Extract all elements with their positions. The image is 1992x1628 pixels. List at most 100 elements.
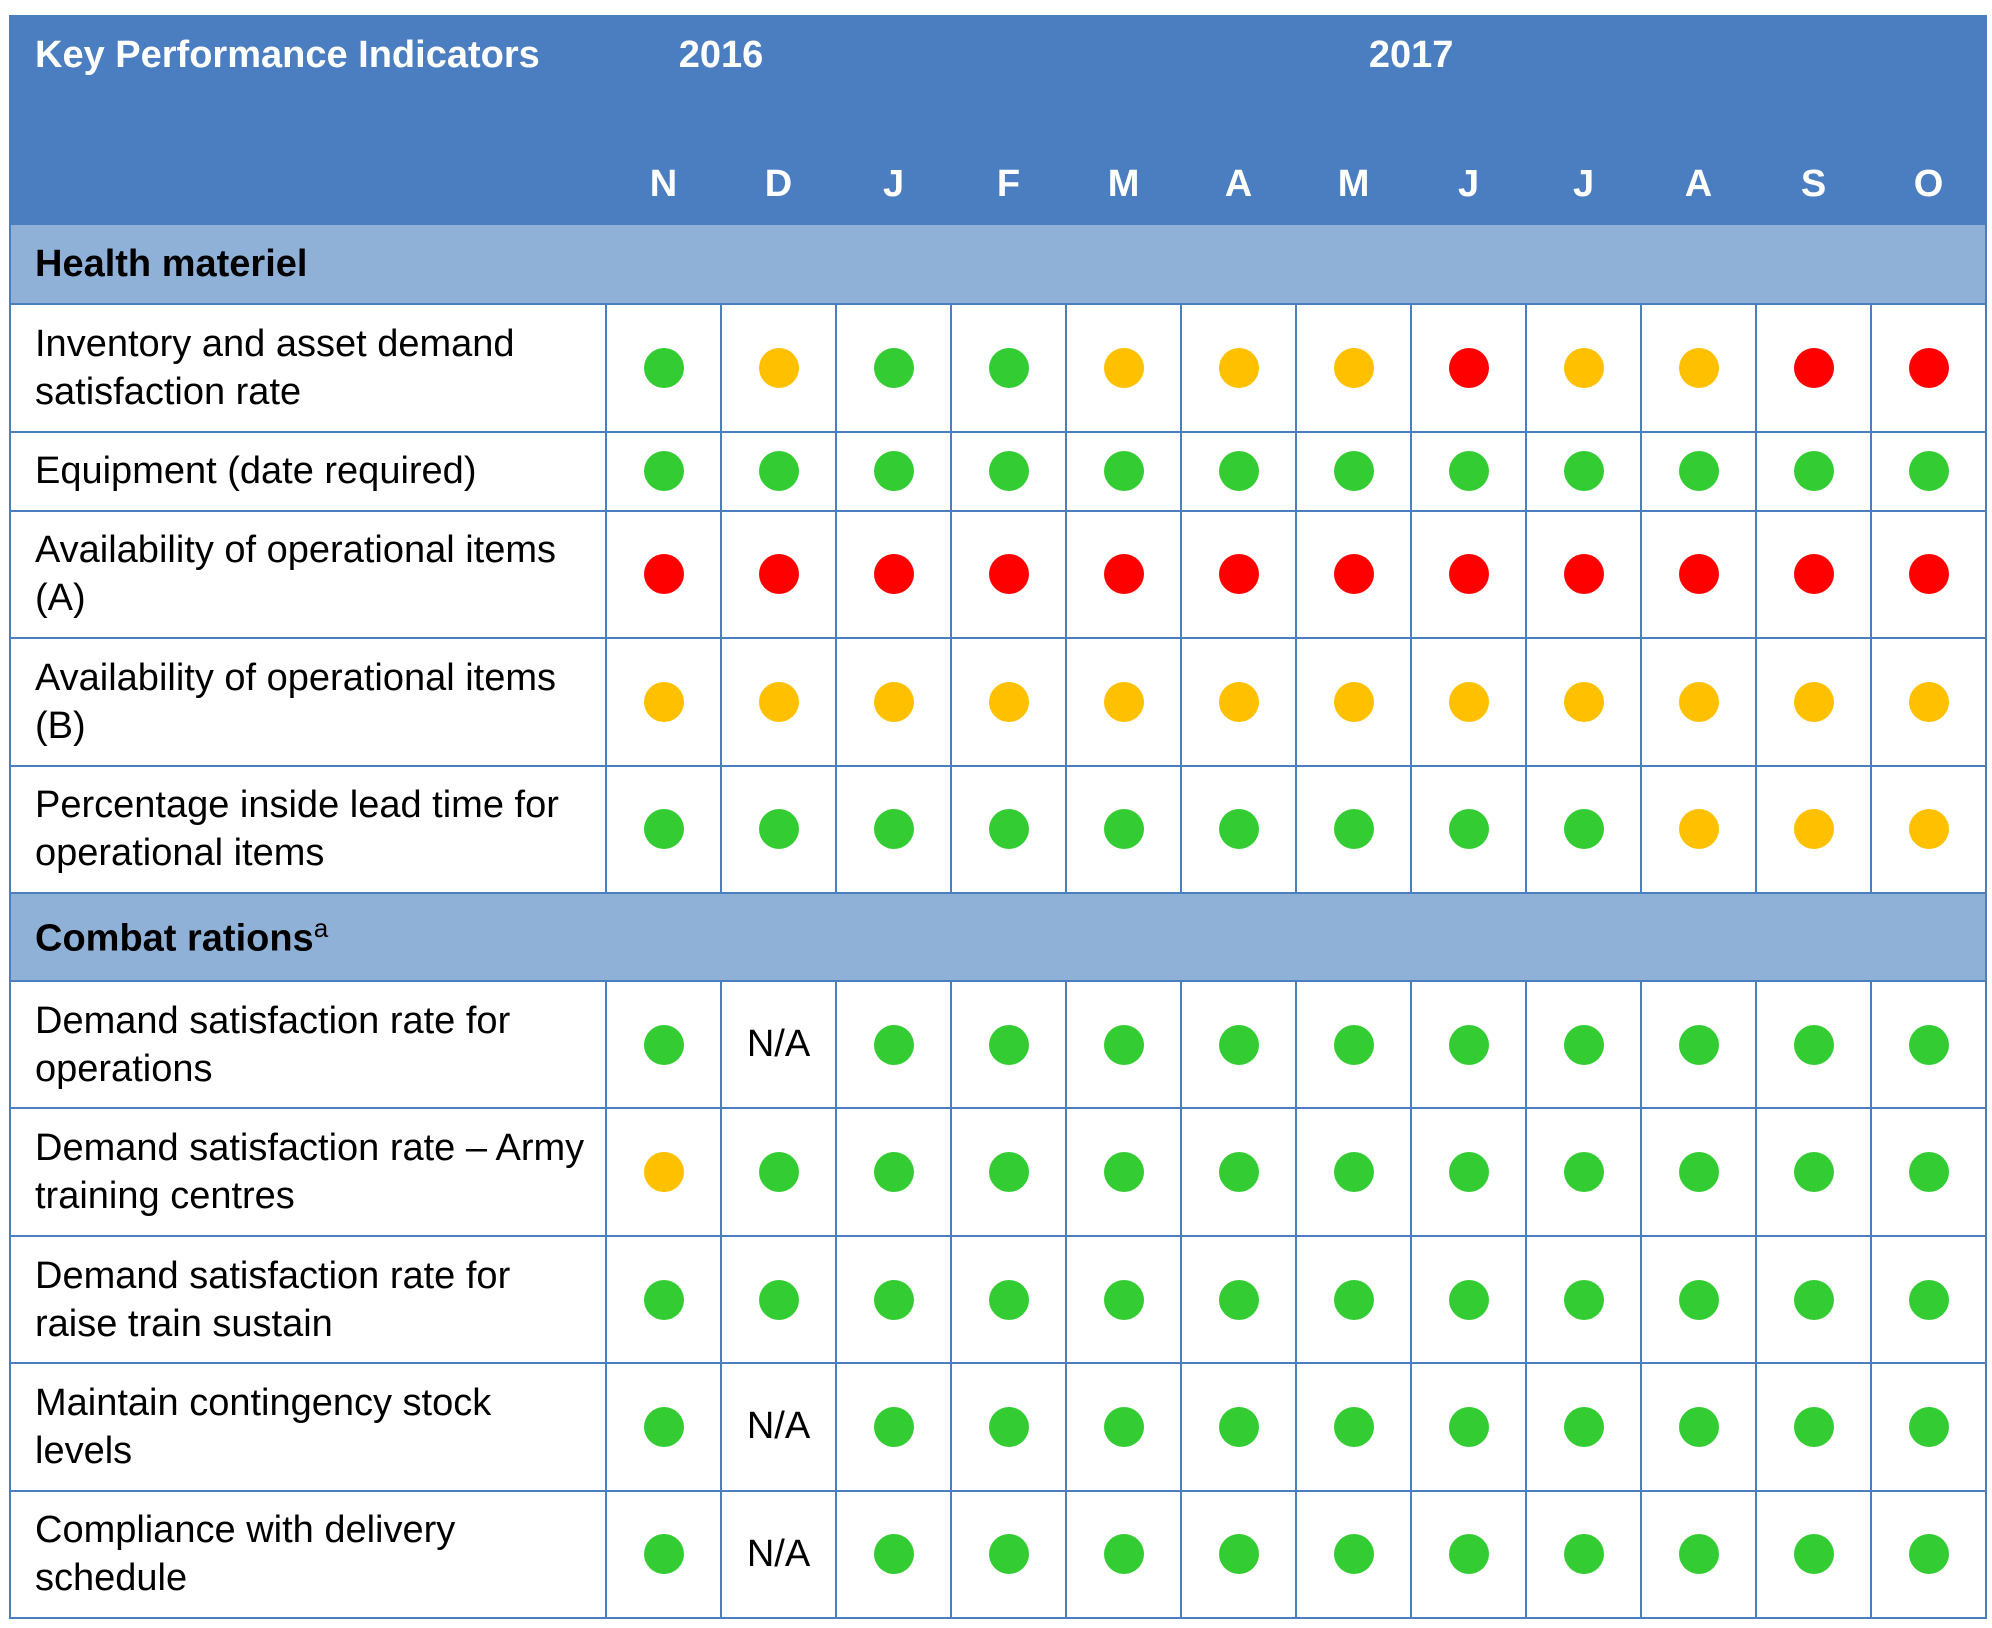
not-applicable-text: N/A (746, 1532, 811, 1575)
green-status-dot-icon (988, 1534, 1029, 1575)
status-cell (719, 1234, 838, 1365)
green-status-dot-icon (643, 451, 684, 492)
status-cell (835, 637, 953, 767)
green-status-dot-icon (988, 347, 1029, 388)
status-cell (950, 303, 1068, 433)
green-status-dot-icon (1908, 1152, 1949, 1193)
green-status-dot-icon (1448, 809, 1489, 850)
status-cell (1180, 303, 1298, 433)
status-cell (1525, 1107, 1643, 1237)
status-cell (1870, 509, 1988, 640)
status-cell (1525, 980, 1643, 1110)
status-cell (835, 303, 953, 433)
kpi-label: Compliance with delivery schedule (9, 1489, 607, 1620)
section-title-cell: Combat rationsa (8, 891, 1988, 983)
status-cell (1525, 1489, 1643, 1620)
red-status-dot-icon (873, 554, 914, 595)
status-cell (1755, 1234, 1873, 1365)
kpi-label: Demand satisfaction rate for raise train… (9, 1234, 607, 1365)
green-status-dot-icon (1333, 809, 1374, 850)
kpi-label: Availability of operational items (A) (9, 509, 607, 640)
status-cell (1065, 430, 1183, 512)
status-cell (1755, 1489, 1873, 1620)
red-status-dot-icon (1793, 347, 1834, 388)
status-cell (950, 1489, 1068, 1620)
status-cell (1180, 764, 1298, 894)
green-status-dot-icon (1908, 1406, 1949, 1447)
status-cell (1410, 1489, 1528, 1620)
status-cell (605, 430, 722, 512)
status-cell (1525, 637, 1643, 767)
green-status-dot-icon (1218, 451, 1259, 492)
amber-status-dot-icon (1218, 681, 1259, 722)
status-cell (605, 1489, 722, 1620)
status-cell (605, 1234, 722, 1365)
status-cell (719, 430, 838, 512)
not-applicable-text: N/A (746, 1405, 811, 1448)
green-status-dot-icon (1563, 1152, 1604, 1193)
status-cell (1065, 1362, 1183, 1492)
status-cell (1065, 1107, 1183, 1237)
green-status-dot-icon (1793, 451, 1834, 492)
status-cell (950, 764, 1068, 894)
amber-status-dot-icon (1563, 681, 1604, 722)
table-row: Inventory and asset demand satisfaction … (9, 303, 1988, 433)
status-cell (1295, 637, 1413, 767)
status-cell (719, 509, 838, 640)
status-cell (1065, 764, 1183, 894)
amber-status-dot-icon (758, 681, 799, 722)
section-title-cell: Health materiel (8, 222, 1988, 306)
status-cell (1295, 1362, 1413, 1492)
status-cell (1410, 637, 1528, 767)
month-header-blank (9, 143, 607, 225)
green-status-dot-icon (643, 1024, 684, 1065)
green-status-dot-icon (1678, 1279, 1719, 1320)
status-cell (605, 980, 722, 1110)
table-row: Compliance with delivery schedule N/A (9, 1489, 1988, 1620)
status-cell (605, 509, 722, 640)
status-cell (1755, 303, 1873, 433)
month-header: J (1525, 143, 1643, 225)
kpi-label: Availability of operational items (B) (9, 637, 607, 767)
status-cell (1065, 980, 1183, 1110)
green-status-dot-icon (1333, 1406, 1374, 1447)
green-status-dot-icon (1563, 1279, 1604, 1320)
status-cell (1180, 1107, 1298, 1237)
status-cell (1755, 764, 1873, 894)
status-cell (1755, 980, 1873, 1110)
status-cell (1065, 637, 1183, 767)
green-status-dot-icon (1103, 1152, 1144, 1193)
green-status-dot-icon (1333, 1024, 1374, 1065)
year-header-2016: 2016 (604, 15, 838, 145)
green-status-dot-icon (873, 1152, 914, 1193)
amber-status-dot-icon (1678, 347, 1719, 388)
month-header: N (605, 143, 722, 225)
table-row: Maintain contingency stock levels N/A (9, 1362, 1988, 1492)
green-status-dot-icon (1563, 451, 1604, 492)
table-row: Demand satisfaction rate for operations N… (9, 980, 1988, 1110)
month-header: M (1065, 143, 1183, 225)
status-cell (1180, 509, 1298, 640)
month-header: J (1410, 143, 1528, 225)
green-status-dot-icon (1908, 1279, 1949, 1320)
month-header: A (1180, 143, 1298, 225)
green-status-dot-icon (1563, 1406, 1604, 1447)
year-header-2017: 2017 (835, 15, 1988, 145)
green-status-dot-icon (873, 347, 914, 388)
status-cell (950, 1234, 1068, 1365)
status-cell (605, 1107, 722, 1237)
status-cell (1640, 637, 1758, 767)
status-cell (1640, 430, 1758, 512)
section-header-row: Combat rationsa (8, 891, 1988, 983)
status-cell (719, 637, 838, 767)
status-cell (1410, 1107, 1528, 1237)
kpi-label: Demand satisfaction rate – Army training… (9, 1107, 607, 1237)
green-status-dot-icon (1448, 451, 1489, 492)
month-header: F (950, 143, 1068, 225)
green-status-dot-icon (1908, 451, 1949, 492)
green-status-dot-icon (1103, 1024, 1144, 1065)
status-cell (1870, 430, 1988, 512)
status-cell (1065, 1234, 1183, 1365)
amber-status-dot-icon (988, 681, 1029, 722)
